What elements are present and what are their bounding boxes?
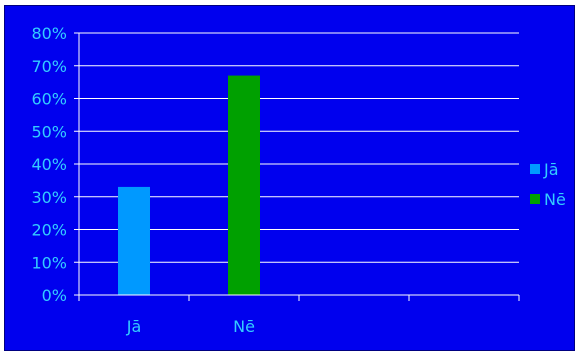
- legend-swatch: [530, 194, 540, 204]
- chart-frame: [4, 5, 575, 351]
- x-tick-label: Jā: [126, 317, 142, 336]
- y-tick-label: 80%: [31, 24, 67, 43]
- y-tick-label: 0%: [42, 286, 67, 305]
- y-tick-label: 50%: [31, 122, 67, 141]
- y-tick-label: 40%: [31, 155, 67, 174]
- y-tick-labels: 0% 10% 20% 30% 40% 50% 60% 70% 80%: [31, 24, 67, 305]
- x-tick-label: Nē: [233, 317, 255, 336]
- x-tick-labels: Jā Nē: [126, 317, 255, 336]
- y-tick-label: 30%: [31, 188, 67, 207]
- bar-ja: [118, 186, 150, 295]
- y-tick-label: 60%: [31, 90, 67, 109]
- bars: [118, 75, 260, 295]
- legend: Jā Nē: [530, 160, 566, 209]
- legend-label: Jā: [543, 160, 559, 179]
- y-tick-label: 70%: [31, 57, 67, 76]
- legend-label: Nē: [544, 190, 566, 209]
- axes: [74, 32, 520, 301]
- gridlines: [79, 32, 519, 263]
- bar-ne: [228, 75, 260, 295]
- y-tick-label: 10%: [31, 253, 67, 272]
- y-tick-label: 20%: [31, 221, 67, 240]
- legend-swatch: [530, 164, 540, 174]
